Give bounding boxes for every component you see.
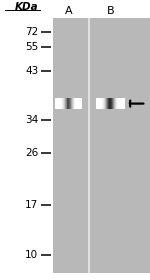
Bar (53, 18, 88, 273)
Bar (100, 98, 101, 109)
Text: KDa: KDa (15, 2, 38, 12)
Bar (64, 98, 65, 109)
Bar (121, 98, 122, 109)
Bar (61, 98, 62, 109)
Bar (96, 98, 97, 109)
Bar (119, 98, 120, 109)
Bar (103, 98, 105, 109)
Bar (118, 98, 119, 109)
Bar (60, 98, 61, 109)
Bar (58, 98, 59, 109)
Bar (111, 98, 112, 109)
Bar (56, 98, 57, 109)
Bar (97, 98, 98, 109)
Bar (114, 98, 115, 109)
Bar (77, 98, 78, 109)
Bar (75, 98, 76, 109)
Bar (124, 98, 125, 109)
Bar (122, 98, 123, 109)
Bar (100, 98, 102, 109)
Bar (98, 98, 99, 109)
Bar (108, 98, 109, 109)
Bar (115, 98, 116, 109)
Text: 72: 72 (25, 27, 38, 37)
Text: 26: 26 (25, 148, 38, 158)
Bar (79, 98, 80, 109)
Bar (102, 98, 103, 109)
Bar (69, 98, 70, 109)
Text: A: A (64, 6, 72, 16)
Bar (74, 98, 75, 109)
Bar (81, 98, 82, 109)
Bar (110, 98, 111, 109)
Bar (88, 18, 90, 273)
Bar (99, 98, 100, 109)
Bar (60, 98, 61, 109)
Bar (116, 98, 117, 109)
Text: 17: 17 (25, 200, 38, 210)
Text: 10: 10 (25, 250, 38, 260)
Bar (123, 98, 124, 109)
Bar (62, 98, 63, 109)
Bar (55, 98, 56, 109)
Text: 34: 34 (25, 115, 38, 125)
Bar (105, 98, 106, 109)
Bar (106, 98, 107, 109)
Bar (67, 98, 68, 109)
Bar (112, 98, 113, 109)
Bar (57, 98, 58, 109)
Bar (63, 98, 64, 109)
Bar (90, 18, 150, 273)
Bar (78, 98, 79, 109)
Bar (104, 98, 105, 109)
Bar (101, 98, 103, 109)
Bar (109, 98, 110, 109)
Text: 43: 43 (25, 66, 38, 76)
Bar (66, 98, 68, 109)
Bar (73, 98, 74, 109)
Bar (74, 98, 75, 109)
Bar (59, 98, 60, 109)
Bar (72, 98, 73, 109)
Bar (113, 98, 114, 109)
Bar (117, 98, 118, 109)
Text: 55: 55 (25, 42, 38, 52)
Bar (68, 98, 69, 109)
Bar (107, 98, 108, 109)
Bar (120, 98, 121, 109)
Bar (71, 98, 72, 109)
Bar (70, 98, 71, 109)
Bar (65, 98, 66, 109)
Bar (76, 98, 77, 109)
Text: B: B (106, 6, 114, 16)
Bar (66, 98, 67, 109)
Bar (80, 98, 81, 109)
